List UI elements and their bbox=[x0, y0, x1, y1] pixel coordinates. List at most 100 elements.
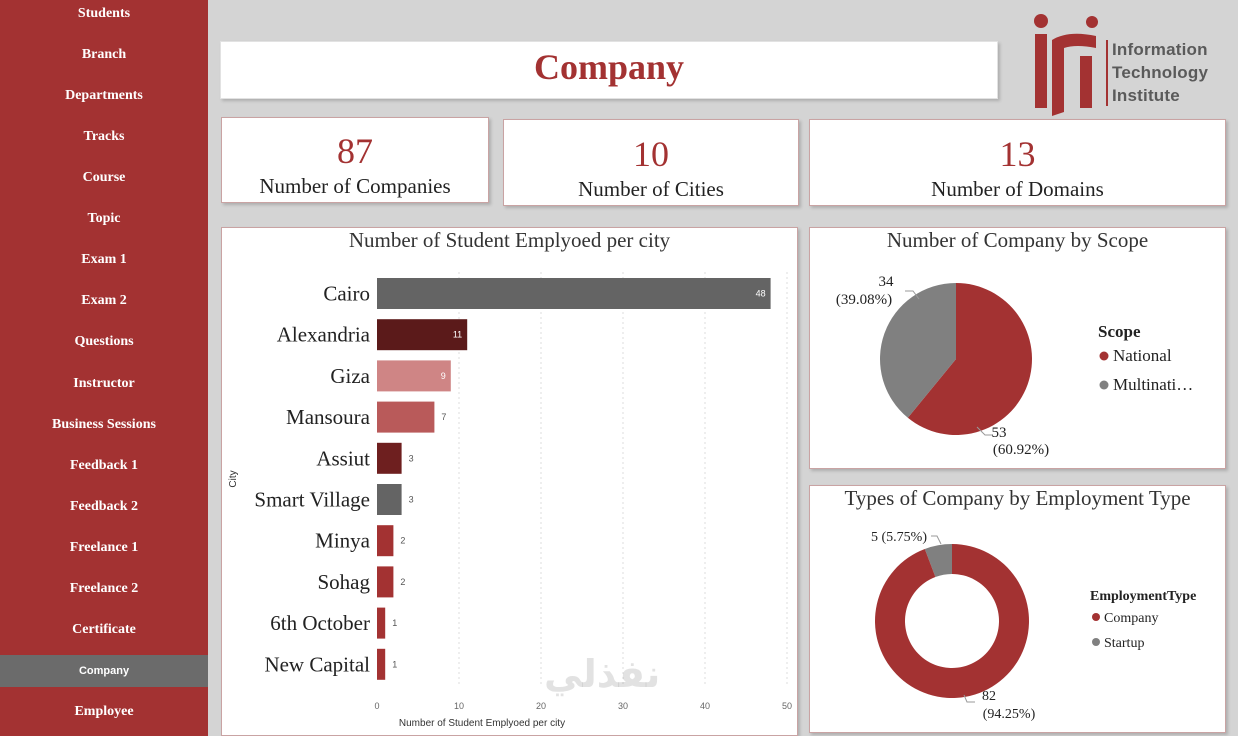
bar-6th-october bbox=[377, 607, 386, 639]
sidebar-item-certificate[interactable]: Certificate bbox=[72, 622, 136, 637]
category-label: Cairo bbox=[323, 282, 370, 306]
logo-text-line2: Technology bbox=[1112, 63, 1209, 82]
slice-label-value: 82 bbox=[982, 689, 996, 704]
watermark: نفذلي bbox=[544, 652, 661, 696]
x-tick-label: 40 bbox=[700, 701, 710, 711]
sidebar-item-company[interactable]: Company bbox=[0, 655, 208, 687]
sidebar-item-branch[interactable]: Branch bbox=[81, 47, 127, 62]
kpi-label-cities: Number of Cities bbox=[578, 177, 724, 201]
donut-chart-title: Types of Company by Employment Type bbox=[844, 486, 1191, 510]
bar-sohag bbox=[377, 566, 394, 598]
legend-title: Scope bbox=[1098, 322, 1141, 341]
pie-slice-multinational bbox=[880, 283, 956, 418]
bar-chart-title: Number of Student Emplyoed per city bbox=[348, 228, 671, 252]
x-tick-label: 50 bbox=[782, 701, 792, 711]
bar-smart-village bbox=[377, 484, 402, 515]
bar-chart-card: Number of Student Emplyoed per city bbox=[221, 227, 798, 736]
page-title-box: Company bbox=[220, 41, 998, 99]
category-label: Sohag bbox=[318, 570, 371, 594]
employment-donut-chart: 5 (5.75%) 82 (94.25%) EmploymentType Company… bbox=[871, 530, 1196, 722]
legend-label: Startup bbox=[1104, 636, 1144, 651]
legend-label: Company bbox=[1104, 611, 1158, 626]
sidebar-item-questions[interactable]: Questions bbox=[74, 334, 134, 349]
category-label: Alexandria bbox=[277, 323, 371, 347]
sidebar-item-feedback-2[interactable]: Feedback 2 bbox=[69, 499, 139, 514]
sidebar-item-freelance-2[interactable]: Freelance 2 bbox=[69, 581, 139, 596]
data-label: 3 bbox=[409, 495, 414, 505]
data-label: 7 bbox=[441, 412, 446, 422]
bar-new-capital bbox=[377, 648, 386, 680]
legend-marker bbox=[1099, 380, 1109, 390]
x-tick-label: 10 bbox=[454, 701, 464, 711]
kpi-value-companies: 87 bbox=[337, 131, 373, 171]
leader-line bbox=[905, 290, 920, 300]
page-title: Company bbox=[533, 47, 685, 87]
pie-chart-title: Number of Company by Scope bbox=[886, 228, 1149, 252]
slice-label-pct: (60.92%) bbox=[993, 442, 1049, 458]
scope-pie-chart: 34 (39.08%) 53(60.92%) Scope National Multina… bbox=[836, 274, 1193, 458]
data-label: 2 bbox=[400, 577, 405, 587]
bar-assiut bbox=[377, 442, 402, 474]
slice-label-value: 53 bbox=[992, 425, 1007, 441]
sidebar-item-exam-2[interactable]: Exam 2 bbox=[81, 293, 127, 308]
kpi-label-domains: Number of Domains bbox=[931, 177, 1104, 201]
bar-giza bbox=[377, 360, 451, 392]
leader-line bbox=[963, 694, 975, 703]
sidebar-item-departments[interactable]: Departments bbox=[65, 88, 143, 103]
sidebar-item-freelance-1[interactable]: Freelance 1 bbox=[69, 540, 139, 555]
bar-minya bbox=[377, 525, 394, 557]
sidebar-nav: Students Branch Departments Tracks Course Top… bbox=[0, 0, 208, 736]
sidebar-item-feedback-1[interactable]: Feedback 1 bbox=[69, 458, 139, 473]
donut-slice-company bbox=[875, 544, 1029, 698]
legend-marker bbox=[1092, 613, 1100, 621]
category-label: 6th October bbox=[270, 611, 370, 635]
data-label: 11 bbox=[453, 330, 462, 340]
sidebar-item-business-sessions[interactable]: Business Sessions bbox=[52, 417, 156, 432]
sidebar-item-tracks[interactable]: Tracks bbox=[83, 129, 125, 144]
slice-label-value: 34 bbox=[879, 274, 895, 290]
leader-line bbox=[976, 426, 993, 436]
iti-logo-mark bbox=[1034, 14, 1098, 116]
category-label: Giza bbox=[330, 364, 370, 388]
data-label: 9 bbox=[441, 371, 446, 381]
category-label: Smart Village bbox=[254, 488, 370, 512]
kpi-label-companies: Number of Companies bbox=[259, 174, 451, 198]
sidebar-item-topic[interactable]: Topic bbox=[87, 211, 121, 226]
donut-slice-startup bbox=[924, 544, 952, 578]
data-label: 1 bbox=[392, 659, 397, 669]
logo-text-line3: Institute bbox=[1112, 86, 1180, 105]
x-tick-label: 20 bbox=[536, 701, 546, 711]
x-tick-label: 0 bbox=[374, 701, 379, 711]
category-label: Minya bbox=[315, 529, 371, 553]
kpi-value-cities: 10 bbox=[633, 134, 669, 174]
kpi-card-domains: 13 Number of Domains bbox=[809, 119, 1226, 206]
bar-mansoura bbox=[377, 401, 435, 433]
leader-line bbox=[931, 535, 942, 545]
legend-label: National bbox=[1113, 346, 1172, 365]
sidebar-item-exam-1[interactable]: Exam 1 bbox=[81, 252, 127, 267]
slice-label-pct: (94.25%) bbox=[983, 707, 1036, 722]
data-label: 1 bbox=[392, 618, 397, 628]
data-label: 48 bbox=[756, 289, 766, 299]
category-label: Mansoura bbox=[286, 405, 371, 429]
sidebar-item-students[interactable]: Students bbox=[77, 6, 131, 21]
category-label: Assiut bbox=[316, 446, 370, 470]
sidebar-item-employee[interactable]: Employee bbox=[74, 704, 134, 719]
sidebar-item-instructor[interactable]: Instructor bbox=[73, 376, 135, 391]
data-label: 2 bbox=[400, 536, 405, 546]
slice-label: 5 (5.75%) bbox=[871, 530, 927, 545]
bar-alexandria bbox=[377, 319, 468, 351]
logo-text-line1: Information bbox=[1112, 40, 1208, 59]
sidebar-item-course[interactable]: Course bbox=[82, 170, 126, 185]
legend-marker bbox=[1099, 351, 1109, 361]
pie-slice-national bbox=[907, 283, 1032, 435]
slice-label-pct: (39.08%) bbox=[836, 292, 892, 308]
kpi-card-cities: 10 Number of Cities bbox=[503, 119, 799, 206]
bar-chart: 0 10 20 30 40 50 Number of Student Emplyoed pe… bbox=[228, 272, 792, 729]
data-label: 3 bbox=[409, 453, 414, 463]
legend-title: EmploymentType bbox=[1090, 589, 1196, 604]
y-axis-title: City bbox=[228, 470, 239, 487]
legend-marker bbox=[1092, 638, 1100, 646]
x-tick-label: 30 bbox=[618, 701, 628, 711]
legend-label: Multinati… bbox=[1113, 375, 1193, 394]
